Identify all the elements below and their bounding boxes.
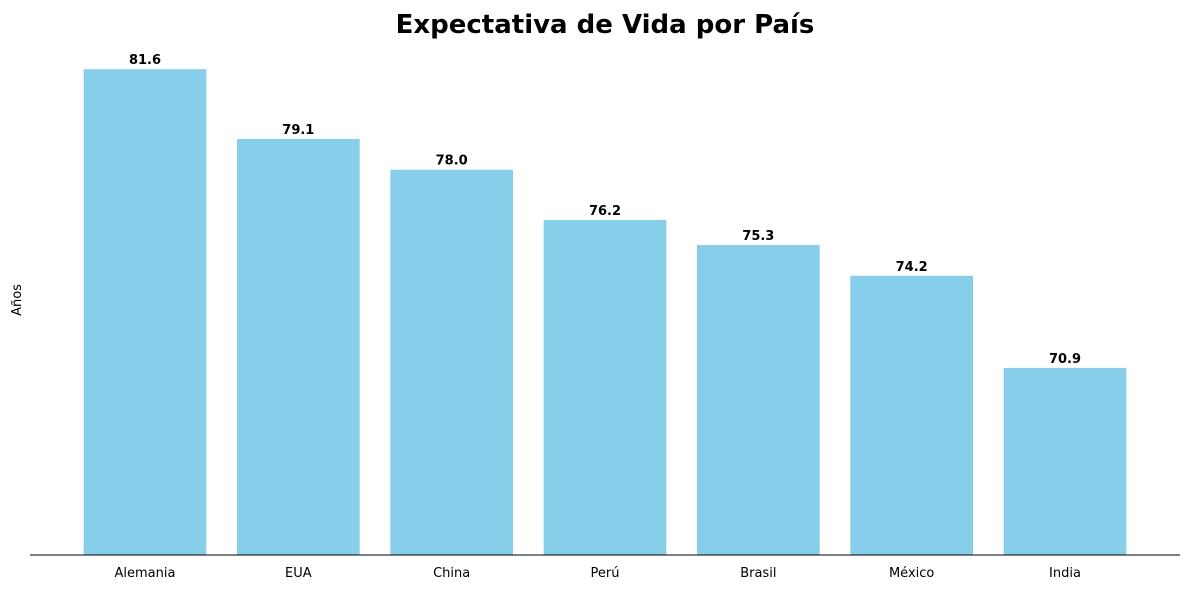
data-label-3: 76.2 bbox=[589, 204, 621, 219]
data-label-1: 79.1 bbox=[282, 123, 314, 138]
x-tick-label-1: EUA bbox=[285, 566, 312, 581]
x-tick-label-6: India bbox=[1049, 566, 1081, 581]
data-label-4: 75.3 bbox=[742, 229, 774, 244]
data-label-5: 74.2 bbox=[896, 260, 928, 275]
bar-0 bbox=[83, 69, 207, 556]
data-labels-group: 81.6 79.1 78.0 76.2 75.3 74.2 70.9 bbox=[129, 53, 1081, 367]
data-label-6: 70.9 bbox=[1049, 352, 1081, 367]
bar-3 bbox=[543, 219, 667, 555]
y-axis-label: Años bbox=[10, 284, 25, 316]
bars-group bbox=[83, 69, 1127, 556]
data-label-0: 81.6 bbox=[129, 53, 161, 68]
chart-title: Expectativa de Vida por País bbox=[396, 10, 815, 40]
bar-4 bbox=[697, 245, 820, 555]
data-label-2: 78.0 bbox=[436, 154, 468, 169]
x-tick-label-0: Alemania bbox=[115, 566, 176, 581]
x-tick-label-4: Brasil bbox=[740, 566, 776, 581]
bar-6 bbox=[1003, 367, 1127, 555]
bar-1 bbox=[237, 138, 360, 555]
x-tick-labels-group: Alemania EUA China Perú Brasil México India bbox=[115, 566, 1081, 581]
x-tick-label-3: Perú bbox=[591, 566, 620, 581]
bar-5 bbox=[850, 275, 973, 555]
bar-2 bbox=[390, 169, 513, 555]
x-tick-label-5: México bbox=[889, 566, 934, 581]
x-tick-label-2: China bbox=[433, 566, 470, 581]
